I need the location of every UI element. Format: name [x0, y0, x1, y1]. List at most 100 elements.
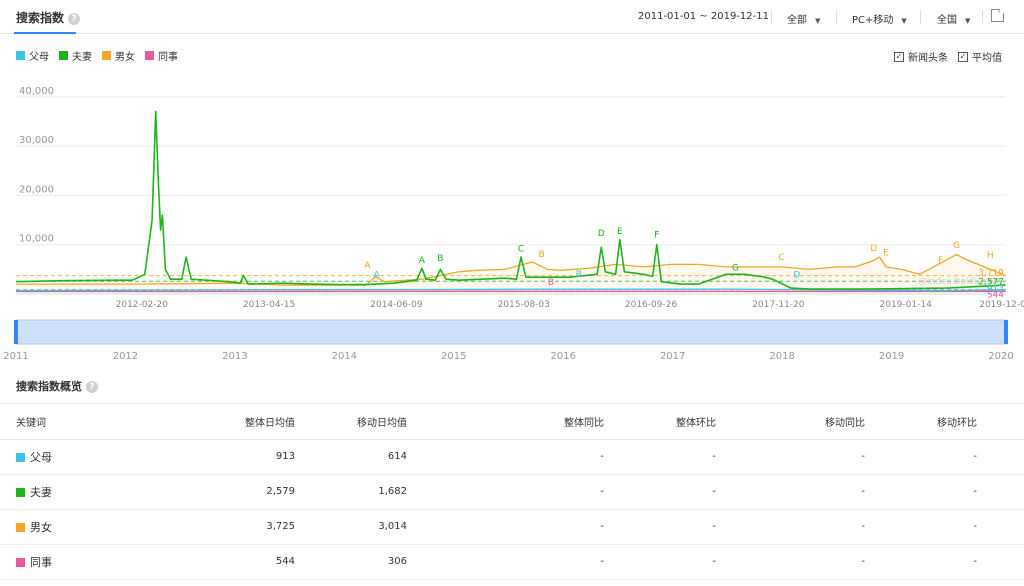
- legend-swatch: [145, 51, 154, 60]
- table-row: 父母 913 614- - - -: [0, 439, 1024, 475]
- timeline-brush: [15, 319, 1007, 345]
- keyword-swatch: [16, 452, 25, 462]
- series-line-夫妻: [15, 110, 1006, 290]
- device-dropdown[interactable]: PC+移动 ▼: [852, 11, 907, 26]
- legend-item-2[interactable]: 男女: [102, 48, 135, 63]
- value-cell: -: [407, 544, 604, 580]
- value-cell: -: [407, 439, 604, 475]
- legend-item-1[interactable]: 夫妻: [59, 48, 92, 63]
- col-overall-mom: 整体环比: [604, 405, 716, 440]
- timeline-year-label: 2012: [113, 351, 138, 362]
- annotation-label: G: [732, 263, 739, 273]
- value-cell: -: [604, 509, 716, 545]
- annotation-label: B: [548, 278, 554, 288]
- annotation-label: D: [598, 229, 605, 239]
- col-keyword: 关键词: [0, 405, 150, 440]
- table-row: 同事 544 306- - - -: [0, 544, 1024, 580]
- end-value-label: 544: [987, 290, 1004, 300]
- value-cell: -: [865, 439, 977, 475]
- annotation-label: F: [938, 256, 943, 266]
- value-cell: -: [865, 544, 977, 580]
- value-cell: -: [604, 544, 716, 580]
- series-line-父母: [15, 288, 1006, 292]
- legend-label: 夫妻: [72, 52, 92, 63]
- y-tick-label: 20,000: [19, 184, 54, 195]
- search-index-chart: 10,000 20,000 30,000 40,000 2012-02-20 2013-0…: [3, 86, 1024, 362]
- help-icon[interactable]: ?: [86, 381, 98, 393]
- x-tick-label: 2014-06-09: [370, 300, 423, 310]
- date-range-picker[interactable]: 2011-01-01 ~ 2019-12-11: [638, 11, 769, 22]
- open-external-icon[interactable]: ↗: [991, 6, 1006, 22]
- legend-item-0[interactable]: 父母: [16, 48, 49, 63]
- caret-down-icon: ▼: [815, 17, 821, 25]
- brush-handle-left: [14, 320, 18, 344]
- keyword-cell: 同事: [0, 544, 150, 580]
- timeline-year-label: 2018: [769, 351, 794, 362]
- caret-down-icon: ▼: [901, 17, 907, 25]
- date-range-text: 2011-01-01 ~ 2019-12-11: [638, 11, 769, 22]
- annotation-label: C: [779, 253, 785, 263]
- divider: [920, 10, 921, 24]
- legend-item-3[interactable]: 同事: [145, 48, 178, 63]
- scope-dropdown[interactable]: 全部 ▼: [787, 11, 820, 26]
- news-label: 新闻头条: [908, 53, 948, 64]
- divider: [836, 10, 837, 24]
- region-dropdown[interactable]: 全国 ▼: [937, 11, 970, 26]
- value-cell: -: [604, 439, 716, 475]
- annotation-label: A: [374, 271, 381, 281]
- value-cell: -: [716, 544, 865, 580]
- x-tick-label: 2015-08-03: [498, 300, 550, 310]
- value-cell: -: [716, 474, 865, 510]
- col-spacer: [977, 405, 1024, 440]
- keyword-label: 同事: [30, 555, 52, 569]
- annotation-label: D: [870, 244, 877, 254]
- watermark: @index.baidu.com: [918, 277, 1002, 287]
- active-tab-underline: [14, 32, 76, 34]
- annotation-label: B: [539, 250, 545, 260]
- legend-label: 同事: [158, 52, 178, 63]
- annotation-label: G: [953, 241, 960, 251]
- annotation-label: E: [617, 227, 623, 237]
- col-overall-yoy: 整体同比: [407, 405, 604, 440]
- overview-table: 关键词 整体日均值 移动日均值 整体同比 整体环比 移动同比 移动环比 父母 91…: [0, 405, 1024, 580]
- average-toggle[interactable]: ✓ 平均值: [958, 49, 1002, 64]
- value-cell: [977, 439, 1024, 475]
- value-cell: 3,725: [150, 509, 295, 545]
- title-text: 搜索指数: [16, 11, 65, 25]
- annotation-label: A: [364, 261, 371, 271]
- value-cell: 306: [295, 544, 407, 580]
- divider: [0, 403, 1024, 404]
- value-cell: -: [407, 509, 604, 545]
- value-cell: 1,682: [295, 474, 407, 510]
- annotation-label: D: [793, 271, 800, 281]
- checkbox-checked-icon[interactable]: ✓: [958, 51, 968, 62]
- checkbox-checked-icon[interactable]: ✓: [894, 51, 904, 62]
- keyword-cell: 夫妻: [0, 474, 150, 510]
- value-cell: -: [865, 474, 977, 510]
- x-tick-label: 2017-11-20: [752, 300, 805, 310]
- value-cell: -: [865, 509, 977, 545]
- end-value-label: 3,719: [978, 269, 1004, 279]
- legend-label: 父母: [29, 52, 49, 63]
- x-tick-label: 2016-09-26: [625, 300, 678, 310]
- news-headline-toggle[interactable]: ✓ 新闻头条: [894, 49, 948, 64]
- annotation-label: B: [437, 254, 443, 264]
- keyword-label: 夫妻: [30, 485, 52, 499]
- chart-legend: 父母 夫妻 男女 同事: [16, 48, 178, 63]
- device-value: PC+移动: [852, 15, 894, 26]
- help-icon[interactable]: ?: [68, 12, 81, 25]
- divider: [982, 10, 983, 24]
- keyword-swatch: [16, 522, 25, 532]
- value-cell: -: [407, 474, 604, 510]
- overview-title: 搜索指数概览?: [16, 378, 98, 394]
- x-tick-label: 2013-04-15: [243, 300, 295, 310]
- y-tick-label: 10,000: [19, 234, 54, 245]
- timeline-year-label: 2015: [441, 351, 466, 362]
- col-overall-avg: 整体日均值: [150, 405, 295, 440]
- keyword-swatch: [16, 557, 25, 567]
- keyword-swatch: [16, 487, 25, 497]
- divider: [771, 10, 772, 24]
- value-cell: 2,579: [150, 474, 295, 510]
- avg-label: 平均值: [972, 53, 1002, 64]
- timeline-year-label: 2020: [988, 351, 1013, 362]
